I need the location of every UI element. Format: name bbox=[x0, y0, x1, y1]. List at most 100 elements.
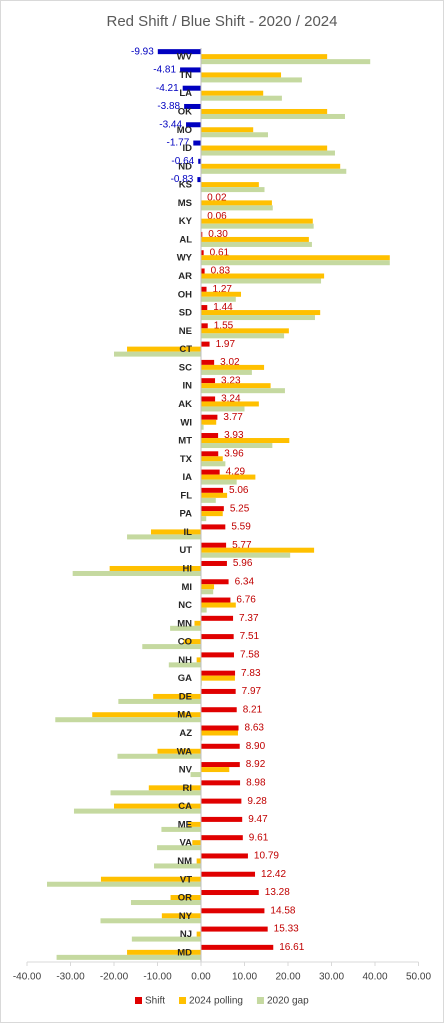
bar bbox=[193, 140, 201, 146]
bar bbox=[72, 570, 201, 576]
legend-label: Shift bbox=[145, 996, 165, 1007]
category-label: ME bbox=[178, 819, 192, 830]
bar bbox=[47, 881, 202, 887]
bar bbox=[201, 615, 234, 621]
bar bbox=[201, 511, 223, 517]
category-label: SD bbox=[179, 308, 192, 319]
bar bbox=[201, 602, 236, 608]
data-label: 9.47 bbox=[248, 814, 268, 825]
category-label: UT bbox=[179, 545, 192, 556]
bar bbox=[201, 291, 242, 297]
data-label: -4.81 bbox=[153, 65, 176, 76]
data-label: 7.51 bbox=[240, 631, 260, 642]
category-label: WA bbox=[177, 746, 192, 757]
bar bbox=[201, 205, 273, 211]
data-label: 5.25 bbox=[230, 503, 250, 514]
bar bbox=[201, 730, 238, 736]
data-label: 0.61 bbox=[210, 247, 230, 258]
data-label: 8.63 bbox=[245, 723, 265, 734]
bar bbox=[131, 936, 201, 942]
bar bbox=[187, 821, 201, 827]
category-label: MS bbox=[178, 198, 192, 209]
bar bbox=[180, 67, 201, 73]
category-label: KS bbox=[179, 180, 192, 191]
bar bbox=[201, 743, 240, 749]
data-label: 8.21 bbox=[243, 704, 263, 715]
bar bbox=[201, 333, 285, 339]
bar bbox=[201, 241, 312, 247]
bar bbox=[201, 735, 203, 741]
x-tick-label: 0.00 bbox=[191, 972, 211, 983]
bar bbox=[190, 772, 201, 778]
bar bbox=[201, 328, 289, 334]
data-label: 3.93 bbox=[224, 430, 244, 441]
bar bbox=[201, 816, 243, 822]
bar bbox=[201, 675, 235, 681]
data-label: 6.34 bbox=[235, 576, 255, 587]
bar bbox=[201, 516, 207, 522]
bar bbox=[201, 406, 245, 412]
bar bbox=[201, 433, 219, 439]
legend-swatch bbox=[135, 997, 142, 1004]
bar bbox=[201, 401, 259, 407]
bar bbox=[201, 145, 328, 151]
legend-swatch bbox=[256, 997, 264, 1004]
data-label: 3.96 bbox=[224, 448, 244, 459]
bar bbox=[127, 346, 201, 352]
bar bbox=[201, 54, 328, 60]
bar bbox=[170, 895, 201, 901]
data-label: 7.97 bbox=[242, 686, 262, 697]
bar bbox=[201, 451, 219, 457]
category-label: PA bbox=[180, 509, 193, 520]
bar bbox=[201, 223, 314, 229]
bar bbox=[201, 296, 236, 302]
category-label: MI bbox=[181, 582, 192, 593]
bar bbox=[201, 560, 227, 566]
data-label: 5.59 bbox=[231, 522, 251, 533]
bar bbox=[148, 785, 201, 791]
bar bbox=[56, 954, 201, 960]
data-label: 8.92 bbox=[246, 759, 266, 770]
category-label: VT bbox=[180, 874, 192, 885]
data-label: 5.77 bbox=[232, 540, 252, 551]
category-label: AR bbox=[178, 271, 192, 282]
bar bbox=[201, 597, 231, 603]
data-label: 16.61 bbox=[279, 942, 304, 953]
x-tick-label: 50.00 bbox=[406, 972, 431, 983]
category-label: WI bbox=[180, 417, 192, 428]
bar bbox=[201, 424, 204, 430]
data-label: 3.23 bbox=[221, 375, 241, 386]
bar bbox=[201, 341, 210, 347]
bar bbox=[100, 876, 201, 882]
bar bbox=[201, 260, 390, 266]
bar bbox=[201, 926, 268, 932]
category-label: SC bbox=[179, 362, 192, 373]
bar bbox=[201, 108, 328, 114]
bar bbox=[201, 767, 230, 773]
category-label: CT bbox=[179, 344, 192, 355]
bar bbox=[201, 780, 241, 786]
data-label: 7.83 bbox=[241, 668, 261, 679]
data-label: 0.02 bbox=[207, 193, 227, 204]
data-label: 12.42 bbox=[261, 869, 286, 880]
category-label: HI bbox=[183, 563, 193, 574]
legend-label: 2024 polling bbox=[189, 996, 243, 1007]
bar bbox=[201, 492, 228, 498]
data-label: 9.61 bbox=[249, 832, 269, 843]
bar bbox=[201, 707, 237, 713]
bar bbox=[201, 278, 322, 284]
bar bbox=[201, 670, 236, 676]
bar bbox=[201, 127, 254, 133]
category-label: VA bbox=[180, 838, 193, 849]
data-label: 8.98 bbox=[246, 777, 266, 788]
bar bbox=[201, 589, 214, 595]
bar bbox=[201, 469, 220, 475]
bar bbox=[201, 908, 265, 914]
bar bbox=[201, 506, 224, 512]
category-label: MD bbox=[177, 947, 192, 958]
bar bbox=[201, 315, 315, 321]
bar bbox=[157, 845, 201, 851]
bar bbox=[201, 890, 259, 896]
category-label: NH bbox=[178, 655, 192, 666]
bar bbox=[201, 150, 335, 156]
